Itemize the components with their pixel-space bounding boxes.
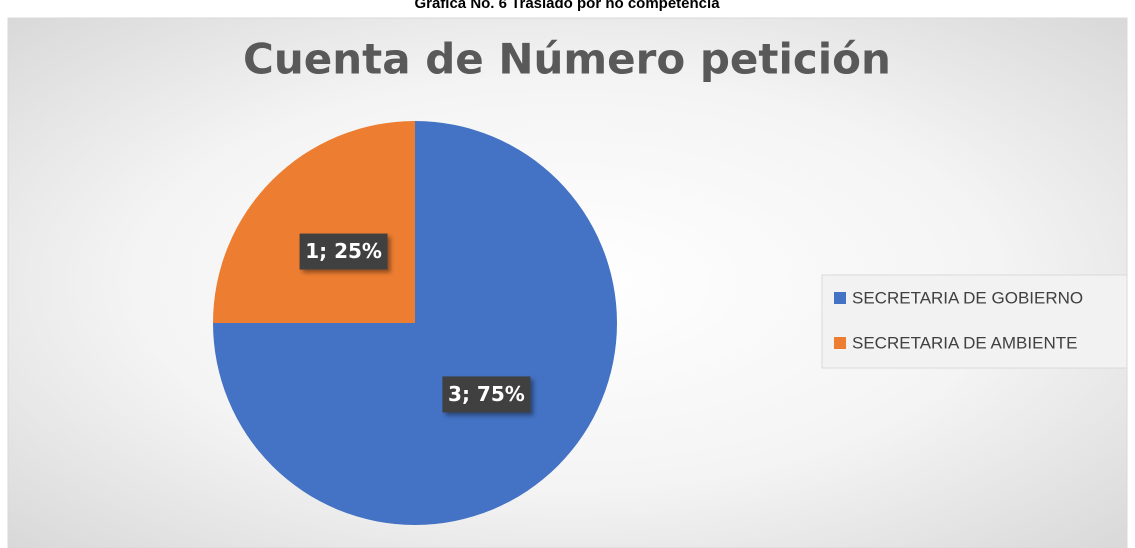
legend-label: SECRETARIA DE GOBIERNO [852, 288, 1083, 307]
caption: Grafica No. 6 Traslado por no competenci… [414, 0, 720, 12]
legend [821, 274, 1128, 369]
pie-slice [213, 121, 415, 323]
legend-swatch [834, 337, 846, 349]
legend-swatch [834, 292, 846, 304]
data-label: 1; 25% [305, 239, 382, 263]
data-label-box [442, 376, 531, 413]
data-label-box [299, 233, 388, 270]
legend-label: SECRETARIA DE AMBIENTE [852, 333, 1077, 352]
chart-title: Cuenta de Número petición [243, 35, 891, 84]
data-label: 3; 75% [448, 382, 525, 406]
